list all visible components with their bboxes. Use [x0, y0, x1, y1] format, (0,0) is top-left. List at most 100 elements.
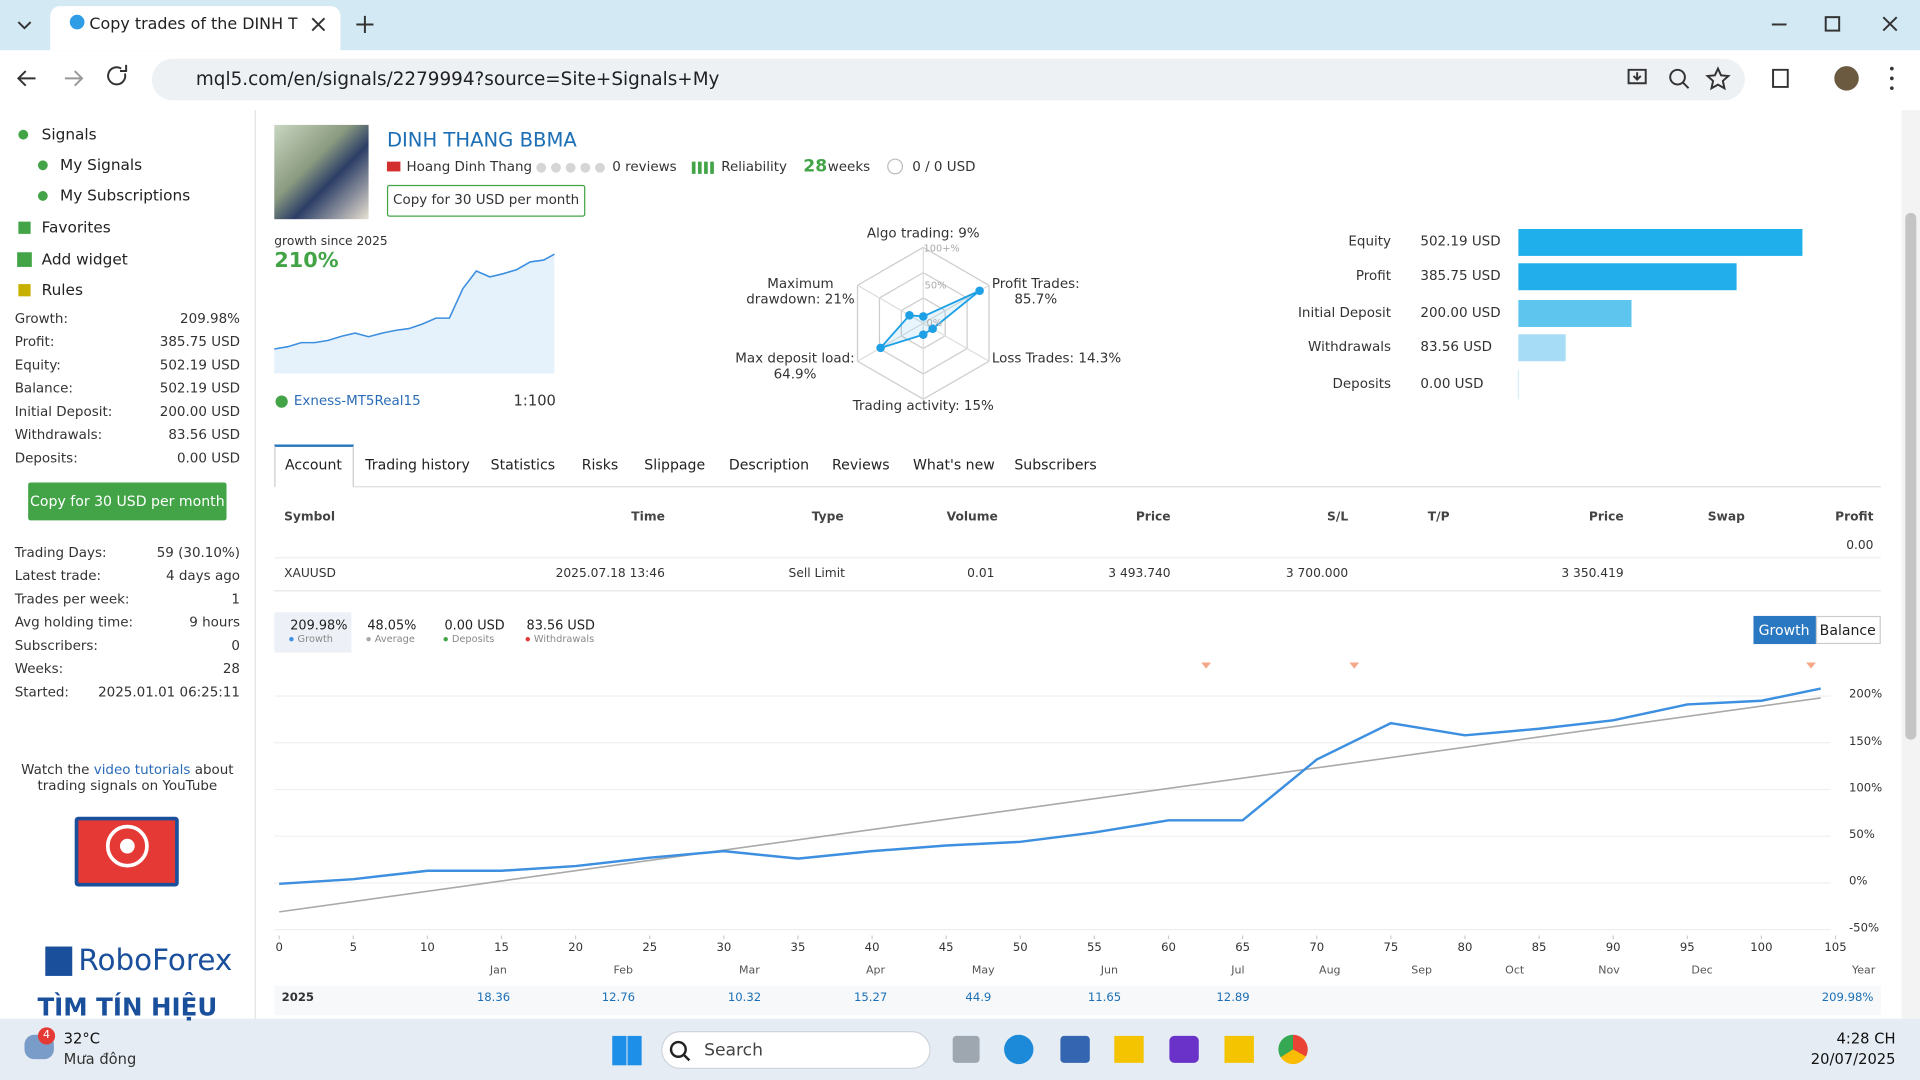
- monthly-value: 44.9: [965, 991, 992, 1005]
- nav-link[interactable]: Add widget: [41, 249, 128, 268]
- bar-value: 200.00 USD: [1420, 304, 1501, 321]
- bar-value: 502.19 USD: [1420, 233, 1501, 250]
- avatar[interactable]: [1834, 66, 1859, 91]
- month-label: May: [971, 964, 995, 977]
- legend-label[interactable]: Deposits: [451, 633, 495, 645]
- stat-value: 385.75 USD: [159, 333, 241, 350]
- radar-label-line: Maximum: [767, 275, 834, 292]
- x-tick-label: 40: [864, 941, 880, 955]
- text: video tutorials: [93, 761, 191, 778]
- radar-point: [918, 330, 928, 339]
- tab-title[interactable]: Copy trades of the DINH THAN: [89, 16, 298, 34]
- stat-value: 200.00 USD: [159, 403, 241, 420]
- radar-point: [905, 311, 914, 320]
- cell: 2025.07.18 13:46: [555, 567, 665, 581]
- nav-link[interactable]: Signals: [41, 124, 97, 144]
- tab[interactable]: Slippage: [644, 455, 706, 474]
- app-icon[interactable]: [1004, 1034, 1034, 1065]
- month-label: Dec: [1691, 964, 1713, 977]
- legend-value[interactable]: 48.05%: [367, 618, 417, 634]
- address-pill[interactable]: [151, 58, 1745, 101]
- clock-time: 4:28 CH: [1836, 1029, 1896, 1048]
- weeks-label: weeks: [827, 158, 871, 175]
- bar: [1518, 300, 1632, 327]
- x-tick-label: 0: [275, 941, 283, 955]
- average-line: [279, 697, 1821, 913]
- stat-value: 0: [231, 637, 241, 654]
- profile-icons: [24, 158, 1816, 1062]
- app-icon[interactable]: [1169, 1035, 1199, 1063]
- nav-link[interactable]: My Subscriptions: [60, 185, 191, 205]
- bar: [1518, 263, 1737, 291]
- stat-value: 83.56 USD: [168, 426, 241, 443]
- button-label[interactable]: Balance: [1819, 621, 1876, 639]
- legend-label[interactable]: Growth: [297, 633, 334, 645]
- browser-icons: [16, 15, 1898, 91]
- bar-label: Deposits: [1332, 375, 1392, 392]
- nav-link[interactable]: My Signals: [60, 155, 143, 174]
- search-placeholder[interactable]: Search: [704, 1040, 763, 1061]
- legend-value[interactable]: 0.00 USD: [444, 618, 505, 634]
- copy-button[interactable]: [386, 184, 586, 217]
- button-label[interactable]: Growth: [1758, 621, 1810, 639]
- weeks: 28: [803, 156, 828, 177]
- nav-link[interactable]: Rules: [41, 280, 83, 299]
- tab[interactable]: Trading history: [365, 455, 470, 474]
- cell: 0.01: [967, 567, 995, 581]
- column-header: Price: [1135, 510, 1171, 525]
- sidebar-border: [254, 110, 256, 1019]
- x-tick-label: 45: [938, 941, 954, 955]
- tab[interactable]: Subscribers: [1014, 455, 1097, 474]
- active-tab[interactable]: [50, 6, 341, 51]
- sidebar-icons: [17, 129, 149, 976]
- button-label[interactable]: Copy for 30 USD per month: [30, 492, 225, 510]
- tab[interactable]: Account: [285, 455, 342, 474]
- legend-value[interactable]: 209.98%: [290, 618, 348, 634]
- reviews[interactable]: 0 reviews: [612, 158, 677, 175]
- radar-label: Max deposit load: 64.9%: [735, 351, 854, 382]
- tab[interactable]: What's new: [912, 455, 995, 474]
- x-tick-label: 95: [1679, 941, 1695, 955]
- month-label: Feb: [613, 964, 634, 977]
- text: trading signals on YouTube: [37, 777, 218, 794]
- search-box[interactable]: [661, 1031, 931, 1069]
- sidebar-button[interactable]: [28, 482, 227, 521]
- tab[interactable]: Statistics: [490, 455, 556, 474]
- button-label[interactable]: Copy for 30 USD per month: [393, 191, 580, 208]
- stat-value: 59 (30.10%): [156, 544, 241, 561]
- growth-button[interactable]: [1753, 615, 1816, 645]
- signal-name[interactable]: DINH THANG BBMA: [386, 128, 577, 152]
- tab[interactable]: Description: [728, 455, 810, 474]
- photo: [274, 124, 369, 220]
- app-icon[interactable]: [1224, 1035, 1254, 1063]
- broker[interactable]: Exness-MT5Real15: [293, 392, 421, 409]
- app-icon[interactable]: [952, 1035, 980, 1063]
- legend-value[interactable]: 83.56 USD: [526, 618, 595, 634]
- watch-text: Watch the video tutorials about trading s…: [21, 762, 233, 794]
- legend-active[interactable]: [274, 612, 352, 653]
- radar-label-line: drawdown: 21%: [746, 290, 855, 307]
- app-icon[interactable]: [1114, 1035, 1144, 1063]
- x-tick-label: 60: [1161, 941, 1176, 955]
- tab[interactable]: Risks: [581, 455, 619, 474]
- app-icon[interactable]: [1278, 1034, 1308, 1065]
- tab[interactable]: Reviews: [832, 455, 890, 474]
- start-icon[interactable]: [612, 1035, 642, 1066]
- nav-link[interactable]: Favorites: [41, 217, 111, 237]
- monthly-value: 12.76: [601, 991, 636, 1005]
- column-header: Price: [1588, 510, 1624, 525]
- url[interactable]: mql5.com/en/signals/2279994?source=Site+…: [195, 67, 720, 90]
- sparkline-area: [274, 254, 555, 374]
- author[interactable]: Hoang Dinh Thang: [406, 158, 533, 175]
- bar: [1518, 334, 1566, 362]
- bar-value: 83.56 USD: [1420, 338, 1493, 355]
- balance-button[interactable]: [1815, 615, 1881, 645]
- tabs-line: [274, 486, 1881, 488]
- legend-label[interactable]: Average: [374, 633, 415, 645]
- stat-label: Growth:: [14, 310, 68, 327]
- legend-label[interactable]: Withdrawals: [533, 633, 595, 645]
- app-icon[interactable]: [1060, 1035, 1090, 1063]
- column-header: Time: [631, 510, 665, 525]
- radar-label-line: 64.9%: [773, 365, 817, 382]
- active-tab-outline[interactable]: [274, 444, 354, 488]
